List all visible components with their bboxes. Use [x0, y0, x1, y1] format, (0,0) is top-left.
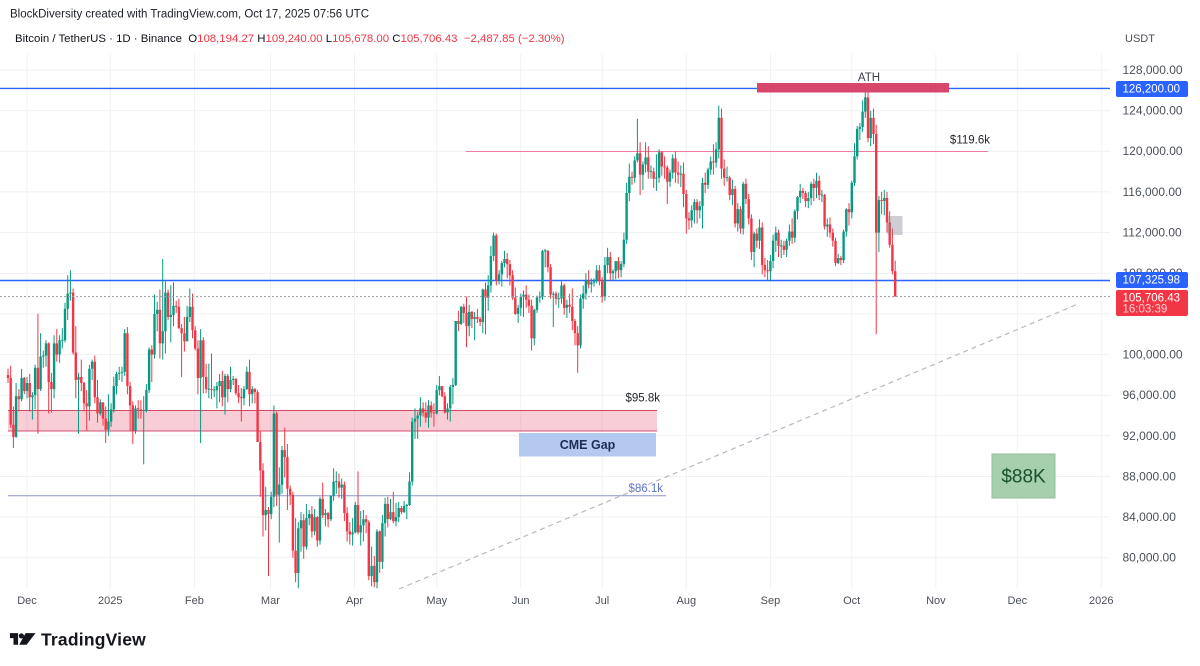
- svg-text:120,000.00: 120,000.00: [1123, 144, 1183, 158]
- svg-text:Jul: Jul: [595, 595, 609, 607]
- svg-text:Dec: Dec: [17, 595, 37, 607]
- svg-text:USDT: USDT: [1125, 33, 1155, 45]
- svg-text:112,000.00: 112,000.00: [1123, 226, 1182, 240]
- svg-text:$88K: $88K: [1001, 467, 1046, 488]
- svg-text:100,000.00: 100,000.00: [1123, 347, 1183, 361]
- svg-text:$86.1k: $86.1k: [628, 483, 663, 495]
- svg-text:124,000.00: 124,000.00: [1123, 104, 1183, 118]
- svg-text:16:03:39: 16:03:39: [1123, 304, 1168, 316]
- svg-text:Bitcoin / TetherUS · 1D · Bina: Bitcoin / TetherUS · 1D · Binance O108,1…: [15, 33, 565, 45]
- svg-text:$95.8k: $95.8k: [625, 393, 660, 405]
- svg-text:Sep: Sep: [761, 595, 781, 607]
- svg-text:Jun: Jun: [512, 595, 530, 607]
- svg-text:May: May: [426, 595, 447, 607]
- svg-text:80,000.00: 80,000.00: [1123, 551, 1177, 565]
- svg-text:Nov: Nov: [926, 595, 946, 607]
- svg-text:$119.6k: $119.6k: [950, 135, 990, 147]
- svg-text:92,000.00: 92,000.00: [1123, 429, 1177, 443]
- svg-text:96,000.00: 96,000.00: [1123, 388, 1177, 402]
- svg-text:Dec: Dec: [1008, 595, 1028, 607]
- svg-text:Mar: Mar: [261, 595, 280, 607]
- svg-text:Apr: Apr: [346, 595, 363, 607]
- svg-text:Oct: Oct: [843, 595, 860, 607]
- svg-text:BlockDiversity created with Tr: BlockDiversity created with TradingView.…: [10, 9, 369, 21]
- svg-text:126,200.00: 126,200.00: [1123, 84, 1181, 96]
- svg-text:Aug: Aug: [677, 595, 697, 607]
- svg-text:2026: 2026: [1089, 595, 1113, 607]
- svg-text:ATH: ATH: [858, 72, 880, 84]
- svg-text:Feb: Feb: [185, 595, 204, 607]
- svg-text:TradingView: TradingView: [41, 630, 146, 650]
- svg-text:116,000.00: 116,000.00: [1123, 185, 1182, 199]
- svg-text:107,325.98: 107,325.98: [1123, 275, 1181, 287]
- svg-text:105,706.43: 105,706.43: [1123, 293, 1181, 305]
- svg-text:2025: 2025: [98, 595, 122, 607]
- svg-text:88,000.00: 88,000.00: [1123, 469, 1177, 483]
- svg-text:84,000.00: 84,000.00: [1123, 510, 1177, 524]
- svg-text:128,000.00: 128,000.00: [1123, 63, 1183, 77]
- svg-text:CME Gap: CME Gap: [560, 438, 616, 452]
